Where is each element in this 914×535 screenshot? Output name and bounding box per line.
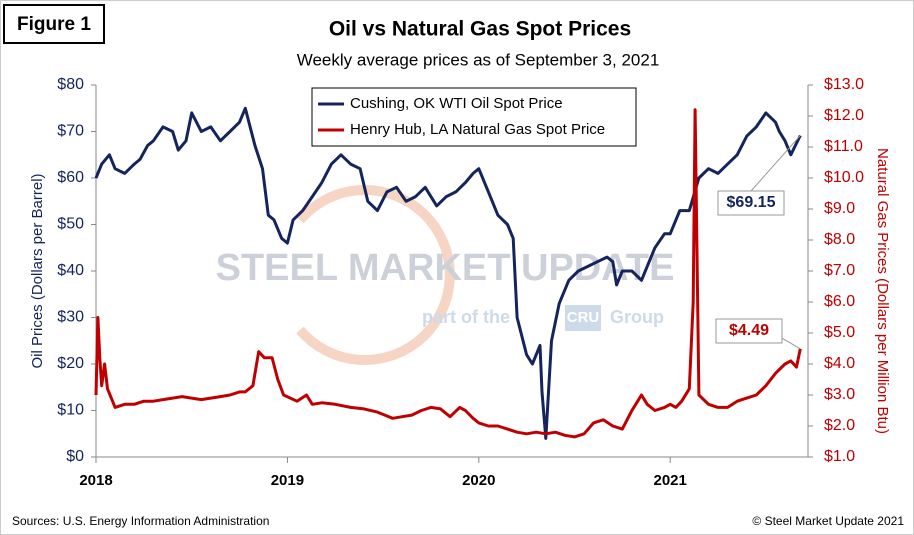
legend: Cushing, OK WTI Oil Spot Price Henry Hub,… <box>311 87 637 147</box>
y2-tick-label: $10.0 <box>824 169 864 186</box>
x-tick-label: 2020 <box>462 472 495 489</box>
series-line <box>94 108 802 439</box>
y-tick-label: $60 <box>57 169 84 186</box>
copyright: © Steel Market Update 2021 <box>752 514 904 528</box>
end-label-box <box>717 190 785 216</box>
watermark-tagline: part of the <box>422 307 510 327</box>
y-tick-label: $80 <box>57 76 84 93</box>
y2-tick-label: $2.0 <box>824 417 855 434</box>
y-tick-label: $0 <box>66 448 84 465</box>
legend-label: Cushing, OK WTI Oil Spot Price <box>350 95 563 112</box>
y2-tick-label: $3.0 <box>824 386 855 403</box>
end-label: $69.15 <box>727 194 776 211</box>
watermark-brand: STEEL MARKET UPDATE <box>216 247 675 289</box>
chart-subtitle: Weekly average prices as of September 3,… <box>297 50 660 69</box>
source: Sources: U.S. Energy Information Adminis… <box>12 514 269 528</box>
y-tick-label: $10 <box>57 402 84 419</box>
y2-tick-label: $8.0 <box>824 231 855 248</box>
end-label-box <box>715 318 783 344</box>
x-tick-label: 2021 <box>654 472 687 489</box>
watermark-logo-box <box>565 305 601 331</box>
y-tick-label: $20 <box>57 355 84 372</box>
legend-box <box>311 87 637 147</box>
y2-tick-label: $9.0 <box>824 200 855 217</box>
watermark-tagline: Group <box>610 307 664 327</box>
end-label: $4.49 <box>729 322 769 339</box>
y2-tick-label: $1.0 <box>824 448 855 465</box>
legend-label: Henry Hub, LA Natural Gas Spot Price <box>350 121 605 138</box>
series-line <box>94 106 802 440</box>
watermark: STEEL MARKET UPDATE part of the CRU Grou… <box>216 185 675 365</box>
y2-axis-label: Natural Gas Prices (Dollars per Million … <box>874 148 891 434</box>
x-tick-label: 2018 <box>79 472 112 489</box>
y2-tick-label: $5.0 <box>824 324 855 341</box>
chart-title: Oil vs Natural Gas Spot Prices <box>329 18 631 41</box>
end-label-leader <box>750 135 801 192</box>
y2-tick-label: $13.0 <box>824 76 864 93</box>
y2-tick-label: $12.0 <box>824 107 864 124</box>
y2-tick-label: $7.0 <box>824 262 855 279</box>
watermark-logo: CRU <box>567 309 600 326</box>
figure-label: Figure 1 <box>17 14 91 35</box>
y2-tick-label: $6.0 <box>824 293 855 310</box>
y-tick-label: $70 <box>57 123 84 140</box>
y-tick-label: $40 <box>57 262 84 279</box>
y2-tick-label: $4.0 <box>824 355 855 372</box>
x-tick-label: 2019 <box>271 472 304 489</box>
y-tick-label: $30 <box>57 309 84 326</box>
y2-tick-label: $11.0 <box>824 138 863 155</box>
y-tick-label: $50 <box>57 216 84 233</box>
watermark-arc <box>296 185 455 365</box>
y-axis-label: Oil Prices (Dollars per Barrel) <box>29 173 46 368</box>
plot-area <box>96 85 808 457</box>
figure-box <box>3 4 105 44</box>
